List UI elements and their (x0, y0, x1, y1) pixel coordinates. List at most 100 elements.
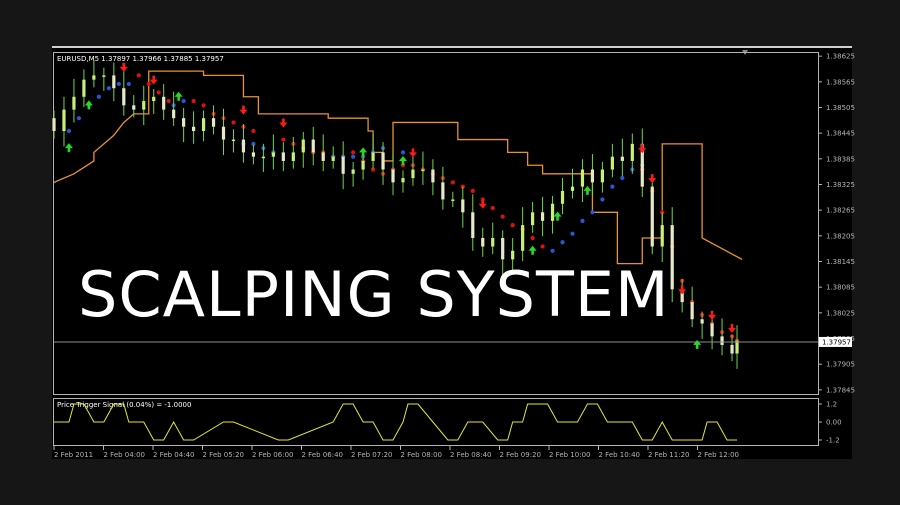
candle-body (471, 212, 475, 238)
sell-arrow-icon (478, 199, 487, 209)
red-signal-dot (156, 90, 161, 95)
candle-body (52, 118, 56, 132)
candle-body (431, 169, 435, 183)
buy-arrow-icon (359, 147, 368, 157)
candle-body (690, 302, 694, 320)
time-tick-label: 2 Feb 06:00 (252, 451, 293, 459)
price-tick-label: 1.38565 (826, 78, 855, 86)
banner-title: SCALPING SYSTEM (78, 258, 670, 331)
time-tick-label: 2 Feb 04:00 (104, 451, 145, 459)
red-signal-dot (370, 167, 376, 172)
red-signal-dot (530, 235, 535, 241)
candle-body (62, 109, 66, 132)
price-tick-label: 1.38265 (826, 207, 855, 215)
time-tick-label: 2 Feb 04:40 (153, 451, 194, 459)
current-price-tag (819, 336, 852, 347)
candle-body (461, 199, 465, 213)
candle-body (102, 75, 106, 77)
red-signal-dot (470, 188, 475, 194)
candle-body (411, 169, 415, 179)
blue-signal-dot (76, 116, 82, 121)
candle-body (231, 139, 236, 142)
price-series-layer (52, 59, 743, 369)
price-tick-label: 1.38445 (826, 130, 855, 138)
blue-signal-dot (181, 98, 186, 104)
blue-signal-dot (590, 210, 595, 215)
price-tick-label: 1.38505 (826, 104, 855, 112)
candle-body (441, 182, 445, 200)
candle-body (660, 225, 664, 247)
candle-body (201, 118, 206, 132)
candle-body (251, 152, 256, 157)
candle-body (650, 186, 654, 247)
price-tick-label: 1.38025 (826, 309, 855, 317)
red-signal-dot (510, 223, 515, 228)
candle-body (341, 156, 345, 174)
time-tick-label: 2 Feb 09:20 (500, 451, 541, 459)
blue-signal-dot (580, 218, 585, 223)
blue-signal-dot (560, 240, 565, 245)
buy-arrow-icon (693, 339, 702, 349)
blue-signal-dot (126, 81, 131, 87)
blue-signal-dot (251, 141, 256, 146)
candle-body (560, 190, 565, 204)
candle-body (670, 225, 674, 290)
time-tick-label: 2 Feb 10:40 (599, 451, 640, 459)
time-tick-label: 2 Feb 08:00 (401, 451, 442, 459)
candle-body (580, 169, 585, 187)
candle-body (142, 101, 146, 110)
time-tick-label: 2 Feb 10:00 (549, 451, 590, 459)
candle-body (381, 152, 385, 170)
candle-body (92, 75, 96, 80)
sell-arrow-icon (239, 105, 248, 115)
blue-signal-dot (610, 184, 615, 189)
candle-body (191, 126, 196, 132)
sell-arrow-icon (149, 75, 158, 85)
buy-arrow-icon (583, 185, 592, 195)
candle-body (481, 237, 485, 247)
blue-signal-dot (106, 86, 111, 91)
candle-body (540, 212, 545, 221)
candle-body (311, 139, 315, 153)
candle-body (600, 169, 605, 183)
price-tick-label: 1.38325 (826, 181, 855, 189)
price-tick-label: 1.38385 (826, 155, 855, 163)
time-tick-label: 2 Feb 06:40 (302, 451, 343, 459)
candle-body (570, 186, 575, 191)
blue-signal-dot (96, 94, 101, 99)
price-tick-label: 1.37905 (826, 361, 855, 369)
current-price-label: 1.37957 (822, 338, 851, 346)
candle-body (620, 156, 624, 161)
blue-signal-dot (550, 248, 555, 253)
candle-body (550, 203, 555, 221)
time-tick-label: 2 Feb 05:20 (203, 451, 244, 459)
price-tick-label: 1.37845 (826, 386, 855, 394)
candle-body (391, 169, 395, 183)
red-signal-dot (201, 103, 206, 108)
time-tick-label: 2 Feb 08:40 (450, 451, 491, 459)
candle-body (221, 126, 226, 140)
price-tick-label: 1.38145 (826, 258, 855, 266)
time-tick-label: 2 Feb 2011 (54, 451, 93, 459)
candle-body (182, 118, 186, 127)
candle-body (421, 169, 425, 172)
time-tick-label: 2 Feb 11:20 (648, 451, 689, 459)
red-signal-dot (490, 205, 495, 211)
candle-body (211, 118, 216, 127)
candle-body (331, 156, 335, 161)
candle-body (730, 344, 734, 354)
buy-arrow-icon (64, 143, 73, 153)
candle-body (710, 323, 714, 337)
signal-series-layer (54, 403, 738, 441)
red-signal-dot (166, 98, 171, 104)
sell-arrow-icon (728, 323, 737, 333)
chart-background (52, 46, 852, 459)
candle-body (401, 178, 405, 183)
candle-body (521, 225, 525, 251)
candle-body (491, 237, 495, 247)
candle-body (735, 340, 739, 354)
time-axis: 2 Feb 2011 2 Feb 04:00 2 Feb 04:40 2 Feb 05… (53, 446, 739, 459)
candle-body (241, 139, 246, 153)
sell-arrow-icon (648, 174, 657, 184)
red-signal-dot (450, 180, 455, 185)
